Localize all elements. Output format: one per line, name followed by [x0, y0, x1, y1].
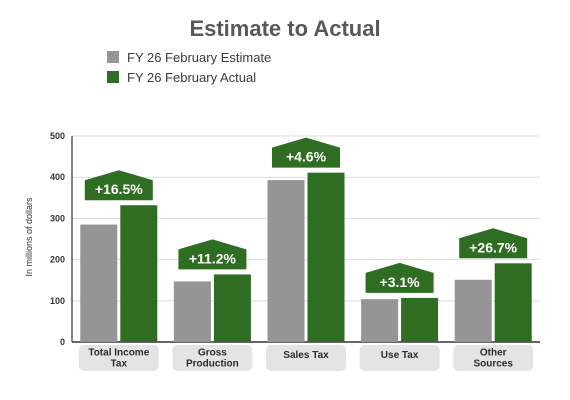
y-tick-label: 100 [50, 296, 65, 306]
y-tick-label: 0 [60, 337, 65, 347]
y-tick-label: 500 [50, 131, 65, 141]
category-pill [78, 345, 159, 371]
change-badge-label: +16.5% [95, 181, 143, 197]
legend-swatch-estimate [107, 51, 119, 63]
bar-actual [307, 172, 345, 342]
bar-actual [494, 263, 532, 342]
change-badge-label: +11.2% [189, 250, 237, 266]
change-badge-label: +3.1% [380, 274, 421, 290]
category-pill [172, 345, 253, 371]
category-label: Gross [198, 348, 227, 359]
y-tick-label: 200 [50, 255, 65, 265]
change-badge [178, 239, 247, 270]
change-badge [459, 228, 528, 259]
category-pill [453, 345, 534, 371]
chart-title: Estimate to Actual [189, 16, 380, 41]
legend: FY 26 February Estimate FY 26 February A… [107, 50, 271, 85]
change-badge [365, 262, 434, 293]
bar-actual [213, 274, 251, 342]
category-label: Total Income [88, 348, 149, 359]
change-badge [84, 170, 153, 201]
change-badge-label: +4.6% [286, 149, 327, 165]
category-pill [359, 345, 440, 371]
category-pill [266, 345, 346, 371]
bar-estimate [361, 299, 399, 342]
change-badge [272, 137, 340, 168]
bar-estimate [454, 279, 492, 342]
category-label: Tax [111, 359, 128, 370]
bar-estimate [267, 180, 305, 342]
y-axis-label: In millions of dollars [24, 197, 34, 277]
bar-actual [120, 205, 158, 342]
legend-label-estimate: FY 26 February Estimate [127, 50, 271, 65]
y-tick-label: 300 [50, 213, 65, 223]
category-label: Production [186, 359, 239, 370]
change-badge-label: +26.7% [469, 239, 517, 255]
category-label: Use Tax [381, 350, 419, 361]
y-tick-label: 400 [50, 172, 65, 182]
category-label: Sales Tax [283, 350, 329, 361]
bar-actual [401, 297, 439, 342]
legend-swatch-actual [107, 71, 119, 83]
category-label: Other [480, 348, 507, 359]
legend-label-actual: FY 26 February Actual [127, 70, 256, 85]
bar-estimate [173, 281, 211, 342]
category-label: Sources [473, 359, 513, 370]
bar-estimate [80, 224, 118, 342]
